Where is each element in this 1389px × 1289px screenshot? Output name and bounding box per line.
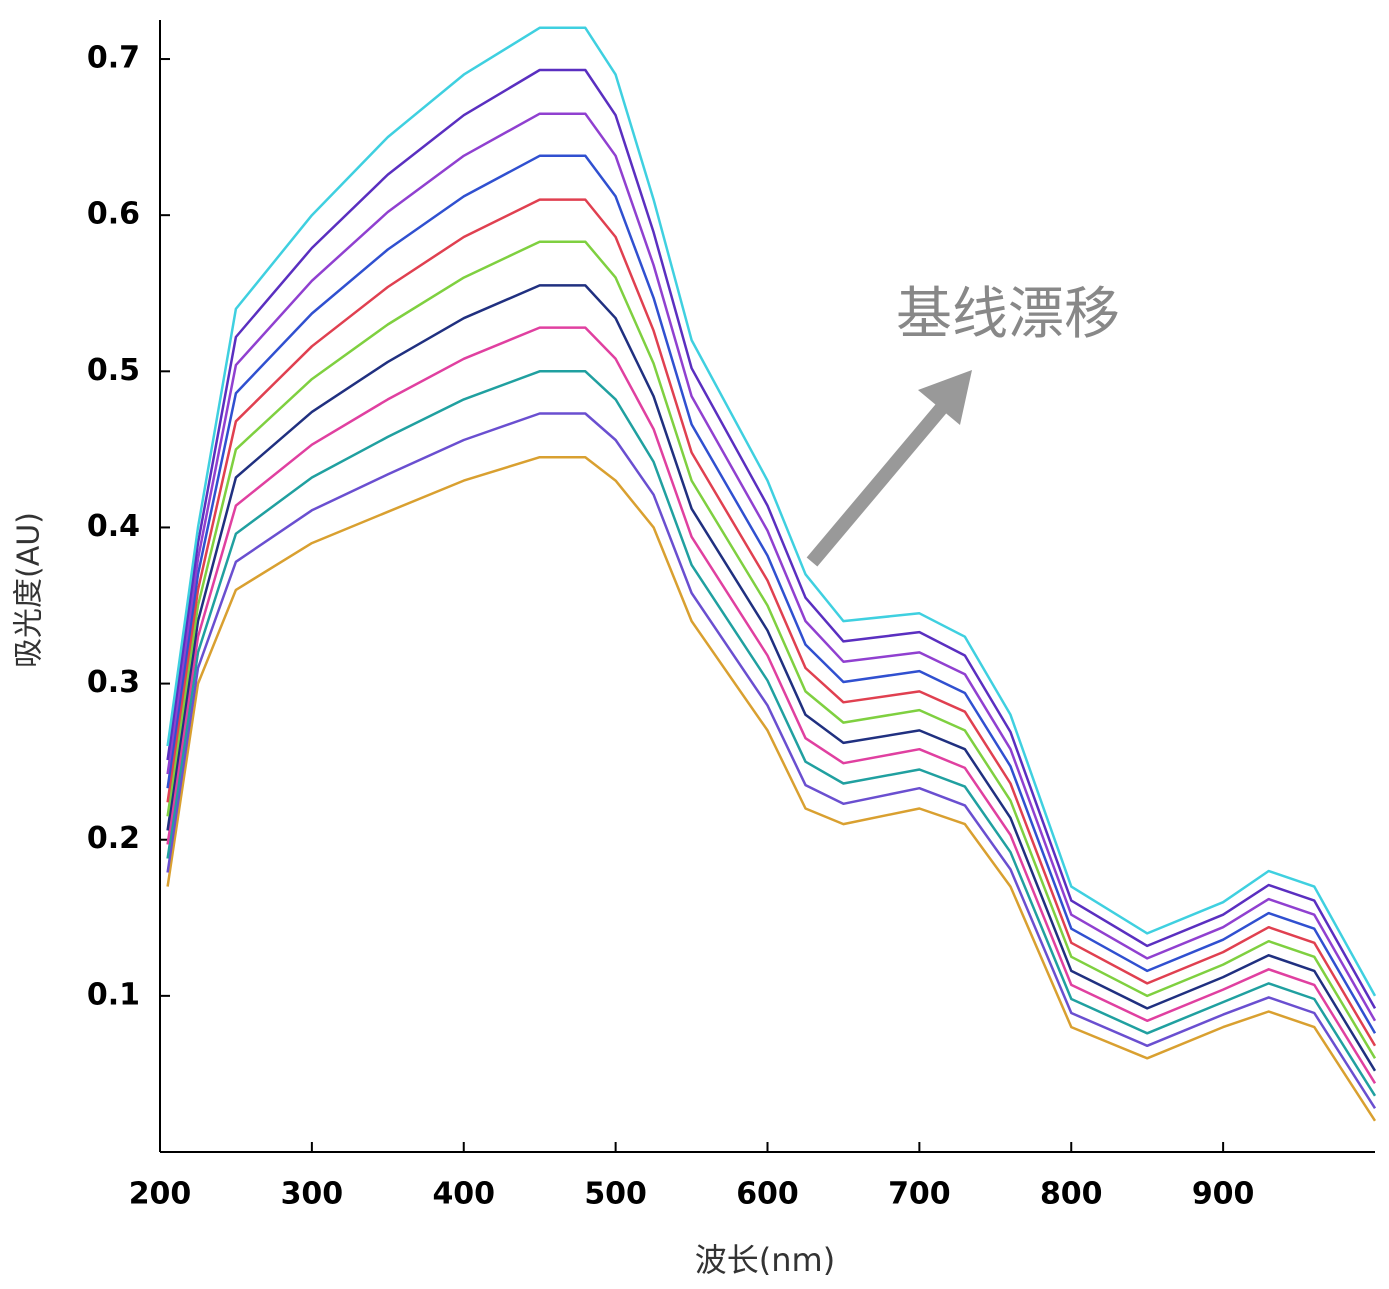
x-tick-label: 700 bbox=[888, 1177, 951, 1212]
spectrum-line bbox=[166, 240, 1377, 1059]
x-axis-label: 波长(nm) bbox=[695, 1241, 835, 1279]
y-tick-label: 0.3 bbox=[87, 665, 140, 700]
spectrum-line bbox=[166, 198, 1377, 1047]
y-tick-label: 0.7 bbox=[87, 41, 140, 76]
x-tick-label: 500 bbox=[584, 1177, 647, 1212]
spectrum-line bbox=[166, 26, 1377, 997]
x-tick-label: 600 bbox=[736, 1177, 799, 1212]
spectrum-line bbox=[166, 112, 1377, 1022]
y-axis-label: 吸光度(AU) bbox=[12, 512, 47, 668]
x-tick-label: 200 bbox=[129, 1177, 192, 1212]
arrow-shaft bbox=[806, 399, 951, 567]
x-tick-label: 800 bbox=[1040, 1177, 1103, 1212]
arrow-head bbox=[918, 370, 972, 425]
x-tick-label: 300 bbox=[281, 1177, 344, 1212]
y-tick-label: 0.4 bbox=[87, 509, 140, 544]
spectrum-line bbox=[166, 68, 1377, 1010]
spectrum-line bbox=[166, 326, 1377, 1084]
annotation: 基线漂移 bbox=[896, 282, 1120, 347]
y-tick-label: 0.1 bbox=[87, 977, 140, 1012]
x-tick-label: 900 bbox=[1192, 1177, 1255, 1212]
spectrum-line bbox=[166, 284, 1377, 1072]
y-tick-label: 0.5 bbox=[87, 353, 140, 388]
spectrum-line bbox=[166, 370, 1377, 1097]
x-tick-label: 400 bbox=[432, 1177, 495, 1212]
y-tick-label: 0.2 bbox=[87, 821, 140, 856]
spectrum-line bbox=[166, 455, 1377, 1122]
y-tick-label: 0.6 bbox=[87, 197, 140, 232]
spectrum-line bbox=[166, 412, 1377, 1109]
spectrum-line bbox=[166, 154, 1377, 1034]
